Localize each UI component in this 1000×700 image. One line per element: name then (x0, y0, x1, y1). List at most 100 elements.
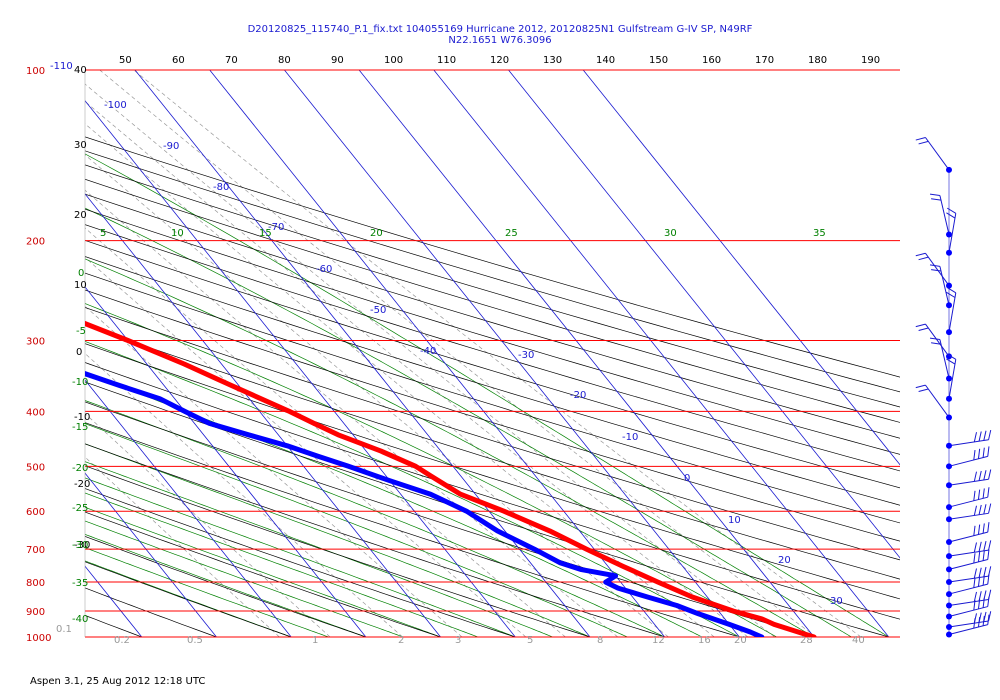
mixing-ratio-label: 2 (398, 635, 404, 646)
moist-adiabat-label: -10 (72, 377, 88, 388)
wind-barb-feather (931, 269, 942, 272)
wind-barb-feather (988, 611, 992, 622)
isotherm-line (433, 70, 890, 637)
wind-barb-feather (987, 487, 990, 498)
wind-barb-feather (918, 256, 929, 261)
wind-barb-feather (983, 470, 987, 481)
dry-adiabat-line (85, 240, 900, 489)
wind-barb-feather (978, 504, 982, 515)
dry-adiabat-line (85, 381, 889, 637)
wind-barb-feather (946, 353, 957, 360)
wind-barb-shaft (948, 496, 988, 508)
wind-barb-shaft (948, 359, 957, 399)
wind-barb-shaft (948, 512, 989, 520)
theta-label: 20 (74, 210, 87, 221)
mixing-ratio-label: 0.5 (187, 635, 203, 646)
wind-barb (946, 574, 990, 598)
dry-adiabat-line (85, 256, 900, 506)
wind-barb (946, 503, 992, 523)
wind-barb-dot (946, 631, 952, 638)
dry-adiabat-line (85, 362, 900, 620)
isotherm-line (85, 472, 217, 637)
theta-label: 30 (74, 140, 87, 151)
theta-label: -10 (74, 412, 90, 423)
wind-barb (946, 353, 957, 402)
wind-barb-feather (915, 137, 926, 141)
mixing-ratio-line (85, 305, 463, 637)
mixing-ratio-label: 8 (597, 635, 603, 646)
wind-barb-feather (973, 600, 976, 611)
wind-barb-feather (931, 198, 942, 201)
wind-barb-shaft (939, 266, 950, 306)
dry-adiabat-line (85, 289, 900, 542)
isotherm-label: -10 (622, 432, 638, 443)
mixing-ratio-line (85, 227, 566, 637)
wind-barb-feather (978, 431, 982, 442)
moist-adiabat-line (85, 506, 441, 637)
isotherm-label: -20 (570, 390, 586, 401)
dry-adiabat-line (85, 511, 441, 637)
wind-barb (915, 252, 952, 289)
isotherm-label: -50 (370, 305, 386, 316)
wind-barb (946, 487, 990, 511)
isotherm-line (284, 70, 740, 637)
wind-barb-shaft (939, 339, 950, 379)
mixing-ratio-line (99, 70, 817, 637)
dry-adiabat-line (85, 343, 900, 600)
wind-barb-dot (946, 613, 952, 620)
top-axis-label: 100 (384, 55, 403, 66)
wind-barb-feather (982, 447, 985, 458)
wind-barb-feather (982, 523, 985, 534)
wind-barb-feather (977, 489, 981, 500)
wind-barb (946, 287, 957, 336)
wind-barb (946, 589, 992, 609)
wind-barb-shaft (948, 583, 988, 595)
wind-barb-shaft (948, 624, 988, 636)
isotherm-line (85, 286, 367, 637)
pressure-tick-label: 100 (26, 66, 45, 77)
theta-label: -30 (74, 540, 90, 551)
wind-barb-feather (973, 568, 977, 579)
software-footer: Aspen 3.1, 25 Aug 2012 12:18 UTC (30, 676, 206, 687)
wind-barb-dot (946, 504, 952, 511)
isotherm-label: -40 (420, 346, 436, 357)
wind-barb (929, 193, 952, 238)
chart-title-line1: D20120825_115740_P.1_fix.txt 104055169 H… (247, 24, 753, 35)
moist-adiabat-line (85, 443, 591, 637)
isotherm-label: -30 (518, 350, 534, 361)
pressure-tick-label: 200 (26, 237, 45, 248)
wind-barb-feather (973, 449, 976, 461)
wind-barb (946, 549, 990, 573)
wind-barb-shaft (948, 455, 988, 467)
wind-barb-feather (983, 504, 987, 515)
wind-barb-shaft (948, 549, 989, 557)
theta-label: 40 (74, 65, 87, 76)
wind-barb-dot (946, 375, 952, 382)
wind-barb-shaft (948, 620, 989, 628)
mixing-ratio-line (85, 123, 715, 637)
pressure-tick-label: 400 (26, 407, 45, 418)
moist-adiabat-line (85, 400, 665, 637)
moist-adiabat-line (85, 534, 367, 637)
top-axis-label: 160 (702, 55, 721, 66)
wind-barb-feather (929, 337, 940, 341)
chart-header: D20120825_115740_P.1_fix.txt 104055169 H… (0, 24, 1000, 46)
theta-e-label: 25 (505, 228, 518, 239)
mixing-ratio-line (85, 154, 669, 637)
isotherm-label: -90 (163, 141, 179, 152)
wind-barb (946, 429, 992, 449)
dry-adiabat-line (85, 164, 900, 408)
wind-barb-dot (946, 353, 952, 360)
pressure-tick-label: 800 (26, 578, 45, 589)
isotherm-line (85, 100, 516, 637)
moist-adiabat-label: -35 (72, 578, 88, 589)
wind-barb-feather (973, 577, 976, 588)
wind-barb-feather (982, 615, 985, 626)
theta-e-label: 30 (664, 228, 677, 239)
mixing-ratio-label: 1 (312, 635, 318, 646)
wind-barb (929, 264, 952, 309)
wind-barb-shaft (948, 575, 989, 583)
wind-barb-feather (929, 264, 940, 267)
wind-barb (946, 522, 990, 546)
